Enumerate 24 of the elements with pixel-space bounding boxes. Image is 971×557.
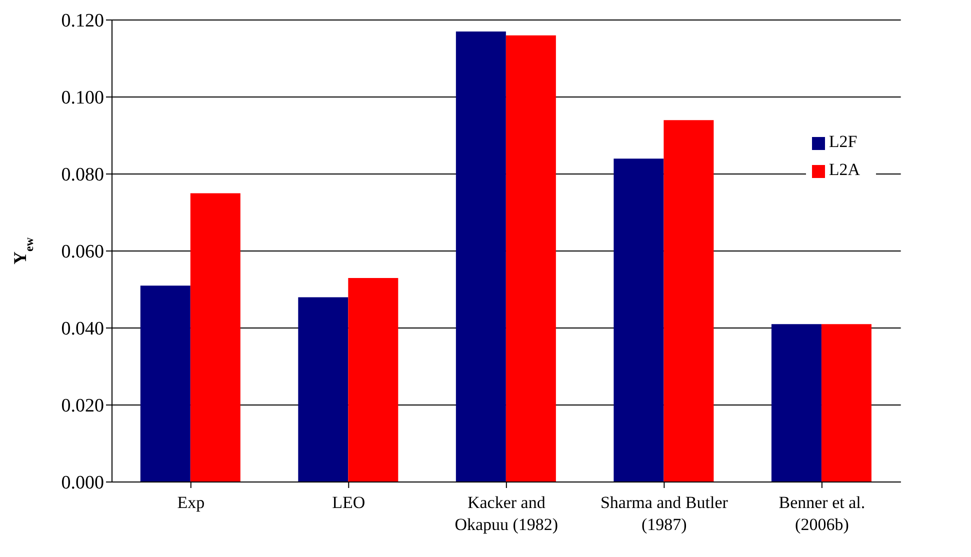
y-tick-label: 0.100: [61, 88, 104, 109]
bar: [821, 324, 872, 482]
legend-label: L2F: [828, 132, 858, 151]
y-tick-label: 0.040: [61, 318, 104, 340]
x-tick-label: Kacker and Okapuu (1982): [454, 493, 558, 534]
legend-label: L2A: [828, 160, 860, 179]
bar: [771, 324, 822, 482]
x-tick-label: Exp: [177, 493, 205, 512]
y-tick-label: 0.080: [61, 164, 104, 186]
bar: [190, 193, 240, 482]
bar: [298, 297, 348, 482]
bar: [664, 120, 714, 482]
x-tick-label: Benner et al. (2006b): [778, 493, 866, 534]
x-tick-label: Sharma and Butler (1987): [600, 493, 728, 534]
y-tick-label: 0.020: [61, 396, 104, 417]
bar: [506, 35, 556, 482]
y-tick-label: 0.000: [61, 472, 104, 494]
y-tick-label: 0.060: [61, 242, 104, 263]
bar: [614, 158, 664, 482]
bar: [348, 278, 398, 482]
bar: [456, 32, 506, 482]
y-tick-label: 0.120: [61, 10, 104, 32]
x-tick-label: LEO: [332, 493, 366, 512]
bar: [140, 286, 190, 482]
